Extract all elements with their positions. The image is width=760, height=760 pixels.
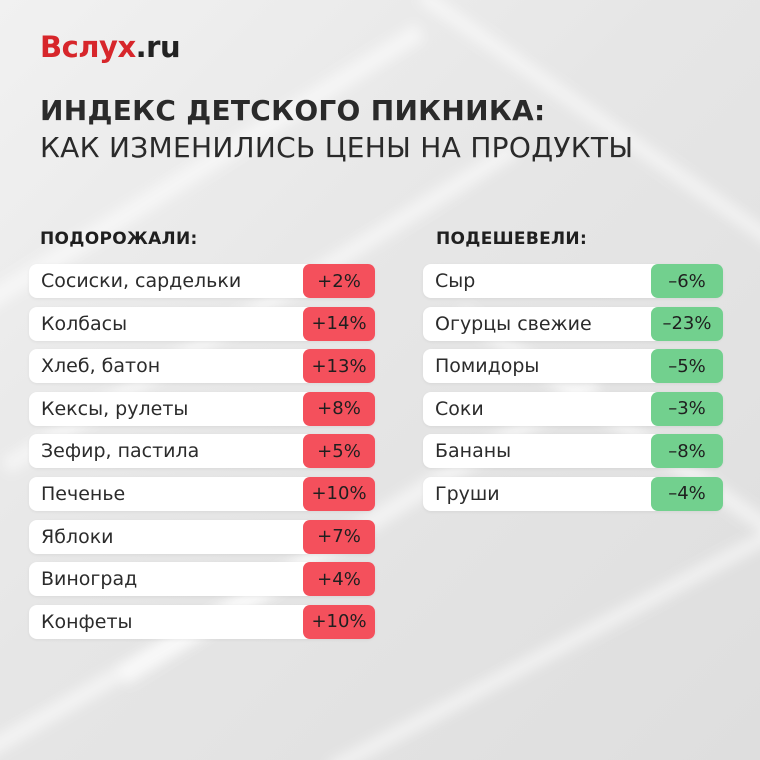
- product-name: Огурцы свежие: [435, 312, 592, 335]
- product-name: Зефир, пастила: [41, 440, 200, 463]
- list-item: Хлеб, батон +13%: [29, 349, 375, 384]
- product-name: Сосиски, сардельки: [41, 270, 242, 292]
- price-change-badge: –4%: [651, 476, 723, 511]
- product-name: Сыр: [435, 270, 476, 292]
- increased-list: Сосиски, сардельки +2% Колбасы +14% Хлеб, ба…: [29, 264, 375, 647]
- list-item: Сыр –6%: [423, 264, 723, 298]
- price-change-badge: +14%: [303, 306, 375, 341]
- price-change-badge: +2%: [303, 264, 375, 298]
- product-name: Конфеты: [41, 610, 133, 633]
- list-item: Зефир, пастила +5%: [29, 434, 375, 469]
- product-name: Бананы: [435, 440, 512, 463]
- list-item: Виноград +4%: [29, 562, 375, 597]
- logo: Вслух.ru: [40, 30, 181, 64]
- list-item: Яблоки +7%: [29, 519, 375, 554]
- decreased-heading: ПОДЕШЕВЕЛИ:: [436, 229, 588, 249]
- price-change-badge: +10%: [303, 604, 375, 639]
- list-item: Помидоры –5%: [423, 349, 723, 384]
- product-name: Соки: [435, 397, 484, 420]
- decreased-list: Сыр –6% Огурцы свежие –23% Помидоры –5% Соки –3…: [423, 264, 723, 520]
- price-change-badge: –8%: [651, 434, 723, 469]
- list-item: Колбасы +14%: [29, 306, 375, 341]
- price-change-badge: –5%: [651, 349, 723, 384]
- product-name: Яблоки: [41, 525, 114, 548]
- logo-tld: .ru: [135, 30, 181, 64]
- title-line-1: ИНДЕКС ДЕТСКОГО ПИКНИКА:: [40, 94, 546, 127]
- price-change-badge: +10%: [303, 476, 375, 511]
- price-change-badge: +4%: [303, 562, 375, 597]
- list-item: Соки –3%: [423, 391, 723, 426]
- product-name: Колбасы: [41, 312, 128, 335]
- price-change-badge: +7%: [303, 519, 375, 554]
- list-item: Печенье +10%: [29, 476, 375, 511]
- price-change-badge: +8%: [303, 391, 375, 426]
- product-name: Груши: [435, 482, 500, 505]
- product-name: Помидоры: [435, 355, 540, 378]
- list-item: Бананы –8%: [423, 434, 723, 469]
- price-change-badge: –6%: [651, 264, 723, 298]
- list-item: Кексы, рулеты +8%: [29, 391, 375, 426]
- product-name: Кексы, рулеты: [41, 397, 189, 420]
- page-title: ИНДЕКС ДЕТСКОГО ПИКНИКА: КАК ИЗМЕНИЛИСЬ …: [40, 92, 633, 166]
- title-line-2: КАК ИЗМЕНИЛИСЬ ЦЕНЫ НА ПРОДУКТЫ: [40, 131, 634, 164]
- product-name: Хлеб, батон: [41, 355, 161, 378]
- logo-brand: Вслух: [40, 30, 136, 64]
- price-change-badge: –23%: [651, 306, 723, 341]
- list-item: Сосиски, сардельки +2%: [29, 264, 375, 298]
- price-change-badge: +13%: [303, 349, 375, 384]
- increased-heading: ПОДОРОЖАЛИ:: [40, 229, 198, 249]
- list-item: Конфеты +10%: [29, 604, 375, 639]
- list-item: Огурцы свежие –23%: [423, 306, 723, 341]
- price-change-badge: +5%: [303, 434, 375, 469]
- product-name: Виноград: [41, 568, 138, 591]
- price-change-badge: –3%: [651, 391, 723, 426]
- list-item: Груши –4%: [423, 476, 723, 511]
- product-name: Печенье: [41, 482, 126, 505]
